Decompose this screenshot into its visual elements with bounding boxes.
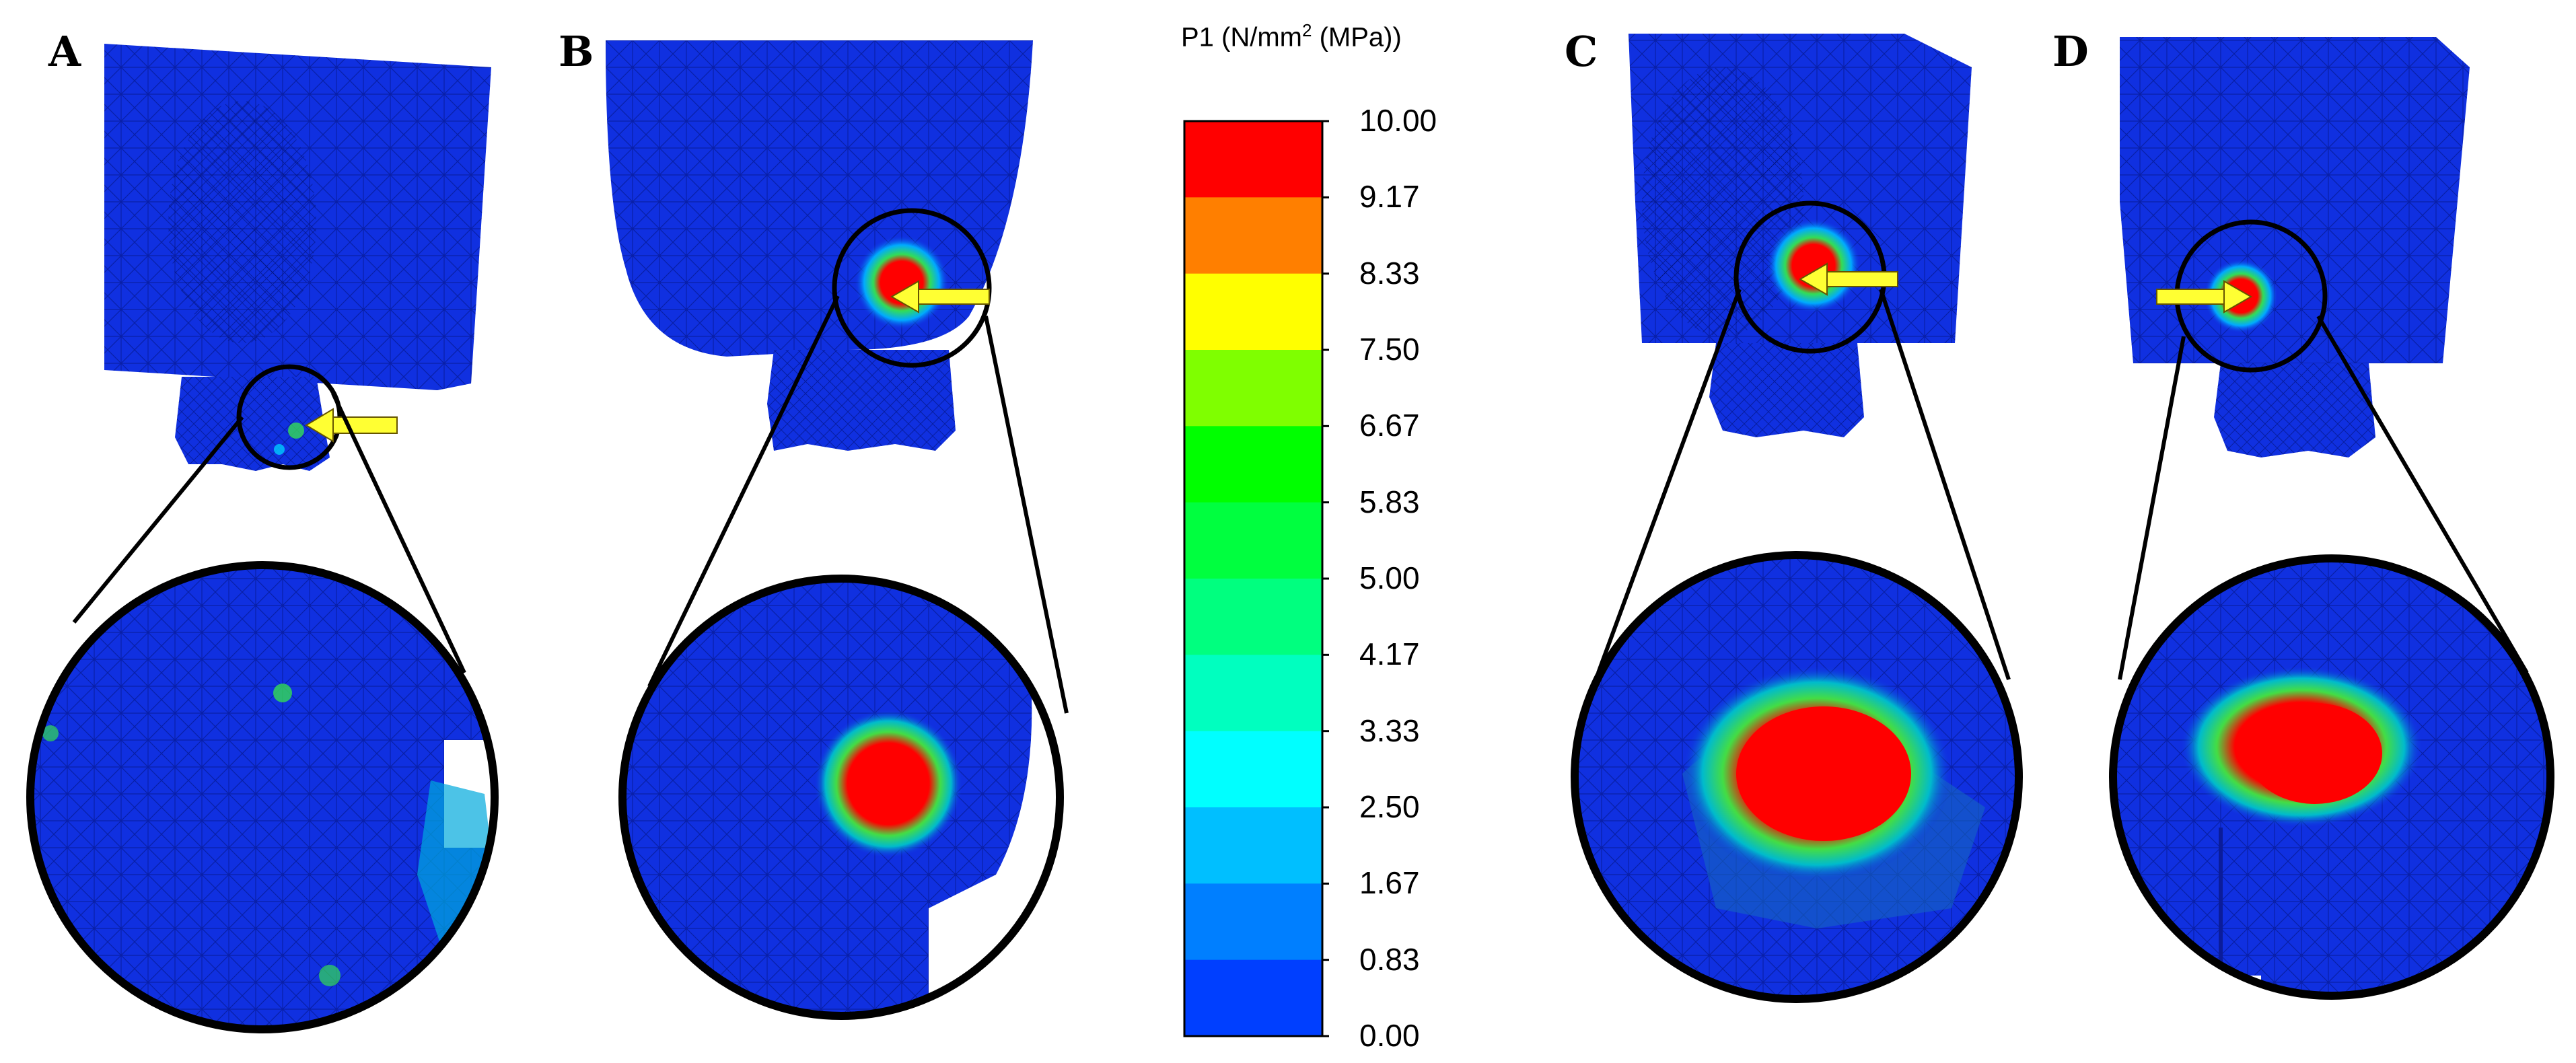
panel-c-zoom-lines bbox=[1596, 288, 2011, 680]
color-scale-tick-label: 4.17 bbox=[1359, 636, 1420, 672]
panel-b-model bbox=[606, 40, 1033, 451]
color-scale-tick-label: 10.00 bbox=[1359, 103, 1437, 138]
color-scale-band bbox=[1184, 883, 1322, 961]
color-scale-band bbox=[1184, 655, 1322, 732]
color-scale-tick-label: 6.67 bbox=[1359, 408, 1420, 443]
color-scale-band bbox=[1184, 273, 1322, 351]
panel-a-arrow bbox=[305, 408, 398, 443]
panel-d-zoom-circle bbox=[2109, 554, 2554, 1000]
color-scale-title-suffix: (MPa)) bbox=[1312, 22, 1402, 52]
color-scale-band bbox=[1184, 350, 1322, 427]
color-scale-band bbox=[1184, 959, 1322, 1037]
color-scale-title: P1 (N/mm2 (MPa)) bbox=[1181, 20, 1402, 52]
color-scale-tick-label: 1.67 bbox=[1359, 865, 1420, 901]
panel-a-zoom-lines bbox=[72, 392, 466, 674]
color-scale-tick-label: 3.33 bbox=[1359, 712, 1420, 748]
color-scale-band bbox=[1184, 426, 1322, 503]
color-scale-title-main: P1 (N/mm bbox=[1181, 22, 1302, 52]
color-scale-tick-label: 9.17 bbox=[1359, 179, 1420, 215]
panel-b-zoom-lines bbox=[647, 295, 1069, 714]
panel-d-zoom-view bbox=[2113, 558, 2550, 996]
color-scale-tick-label: 0.00 bbox=[1359, 1018, 1420, 1053]
color-scale-band bbox=[1184, 579, 1322, 655]
color-scale-bar bbox=[1184, 120, 1329, 1037]
color-scale-tick-label: 0.83 bbox=[1359, 941, 1420, 977]
panel-label-a: A bbox=[48, 27, 81, 76]
color-scale-band bbox=[1184, 121, 1322, 198]
panel-c-model bbox=[1629, 34, 1972, 437]
panel-label-c: C bbox=[1565, 27, 1598, 76]
color-scale-tick-label: 5.83 bbox=[1359, 484, 1420, 519]
color-scale-band bbox=[1184, 502, 1322, 579]
color-scale-band bbox=[1184, 731, 1322, 808]
panel-b-focus-circle bbox=[832, 208, 992, 368]
panel-c-zoom-view bbox=[1575, 555, 2019, 999]
panel-b-arrow bbox=[890, 280, 990, 314]
panel-a-zoom-circle bbox=[26, 561, 499, 1033]
panel-b-zoom-circle bbox=[618, 575, 1064, 1020]
color-scale-frame bbox=[1183, 120, 1324, 1037]
color-scale-title-sup: 2 bbox=[1302, 20, 1312, 40]
panel-a-model bbox=[104, 44, 491, 471]
panel-d-zoom-lines bbox=[2118, 315, 2529, 680]
color-scale-tick-label: 8.33 bbox=[1359, 255, 1420, 291]
panel-label-d: D bbox=[2052, 27, 2089, 76]
panel-a-zoom-view bbox=[30, 565, 495, 1029]
panel-d-arrow bbox=[2156, 280, 2253, 314]
panel-label-b: B bbox=[559, 27, 594, 76]
panel-c-zoom-circle bbox=[1571, 551, 2023, 1003]
color-scale-band bbox=[1184, 807, 1322, 884]
panel-c-arrow bbox=[1798, 262, 1898, 296]
color-scale-tick-label: 2.50 bbox=[1359, 789, 1420, 824]
color-scale-band bbox=[1184, 197, 1322, 274]
panel-d-model bbox=[2120, 37, 2470, 457]
color-scale-tick-label: 5.00 bbox=[1359, 560, 1420, 595]
color-scale-tick-label: 7.50 bbox=[1359, 332, 1420, 367]
